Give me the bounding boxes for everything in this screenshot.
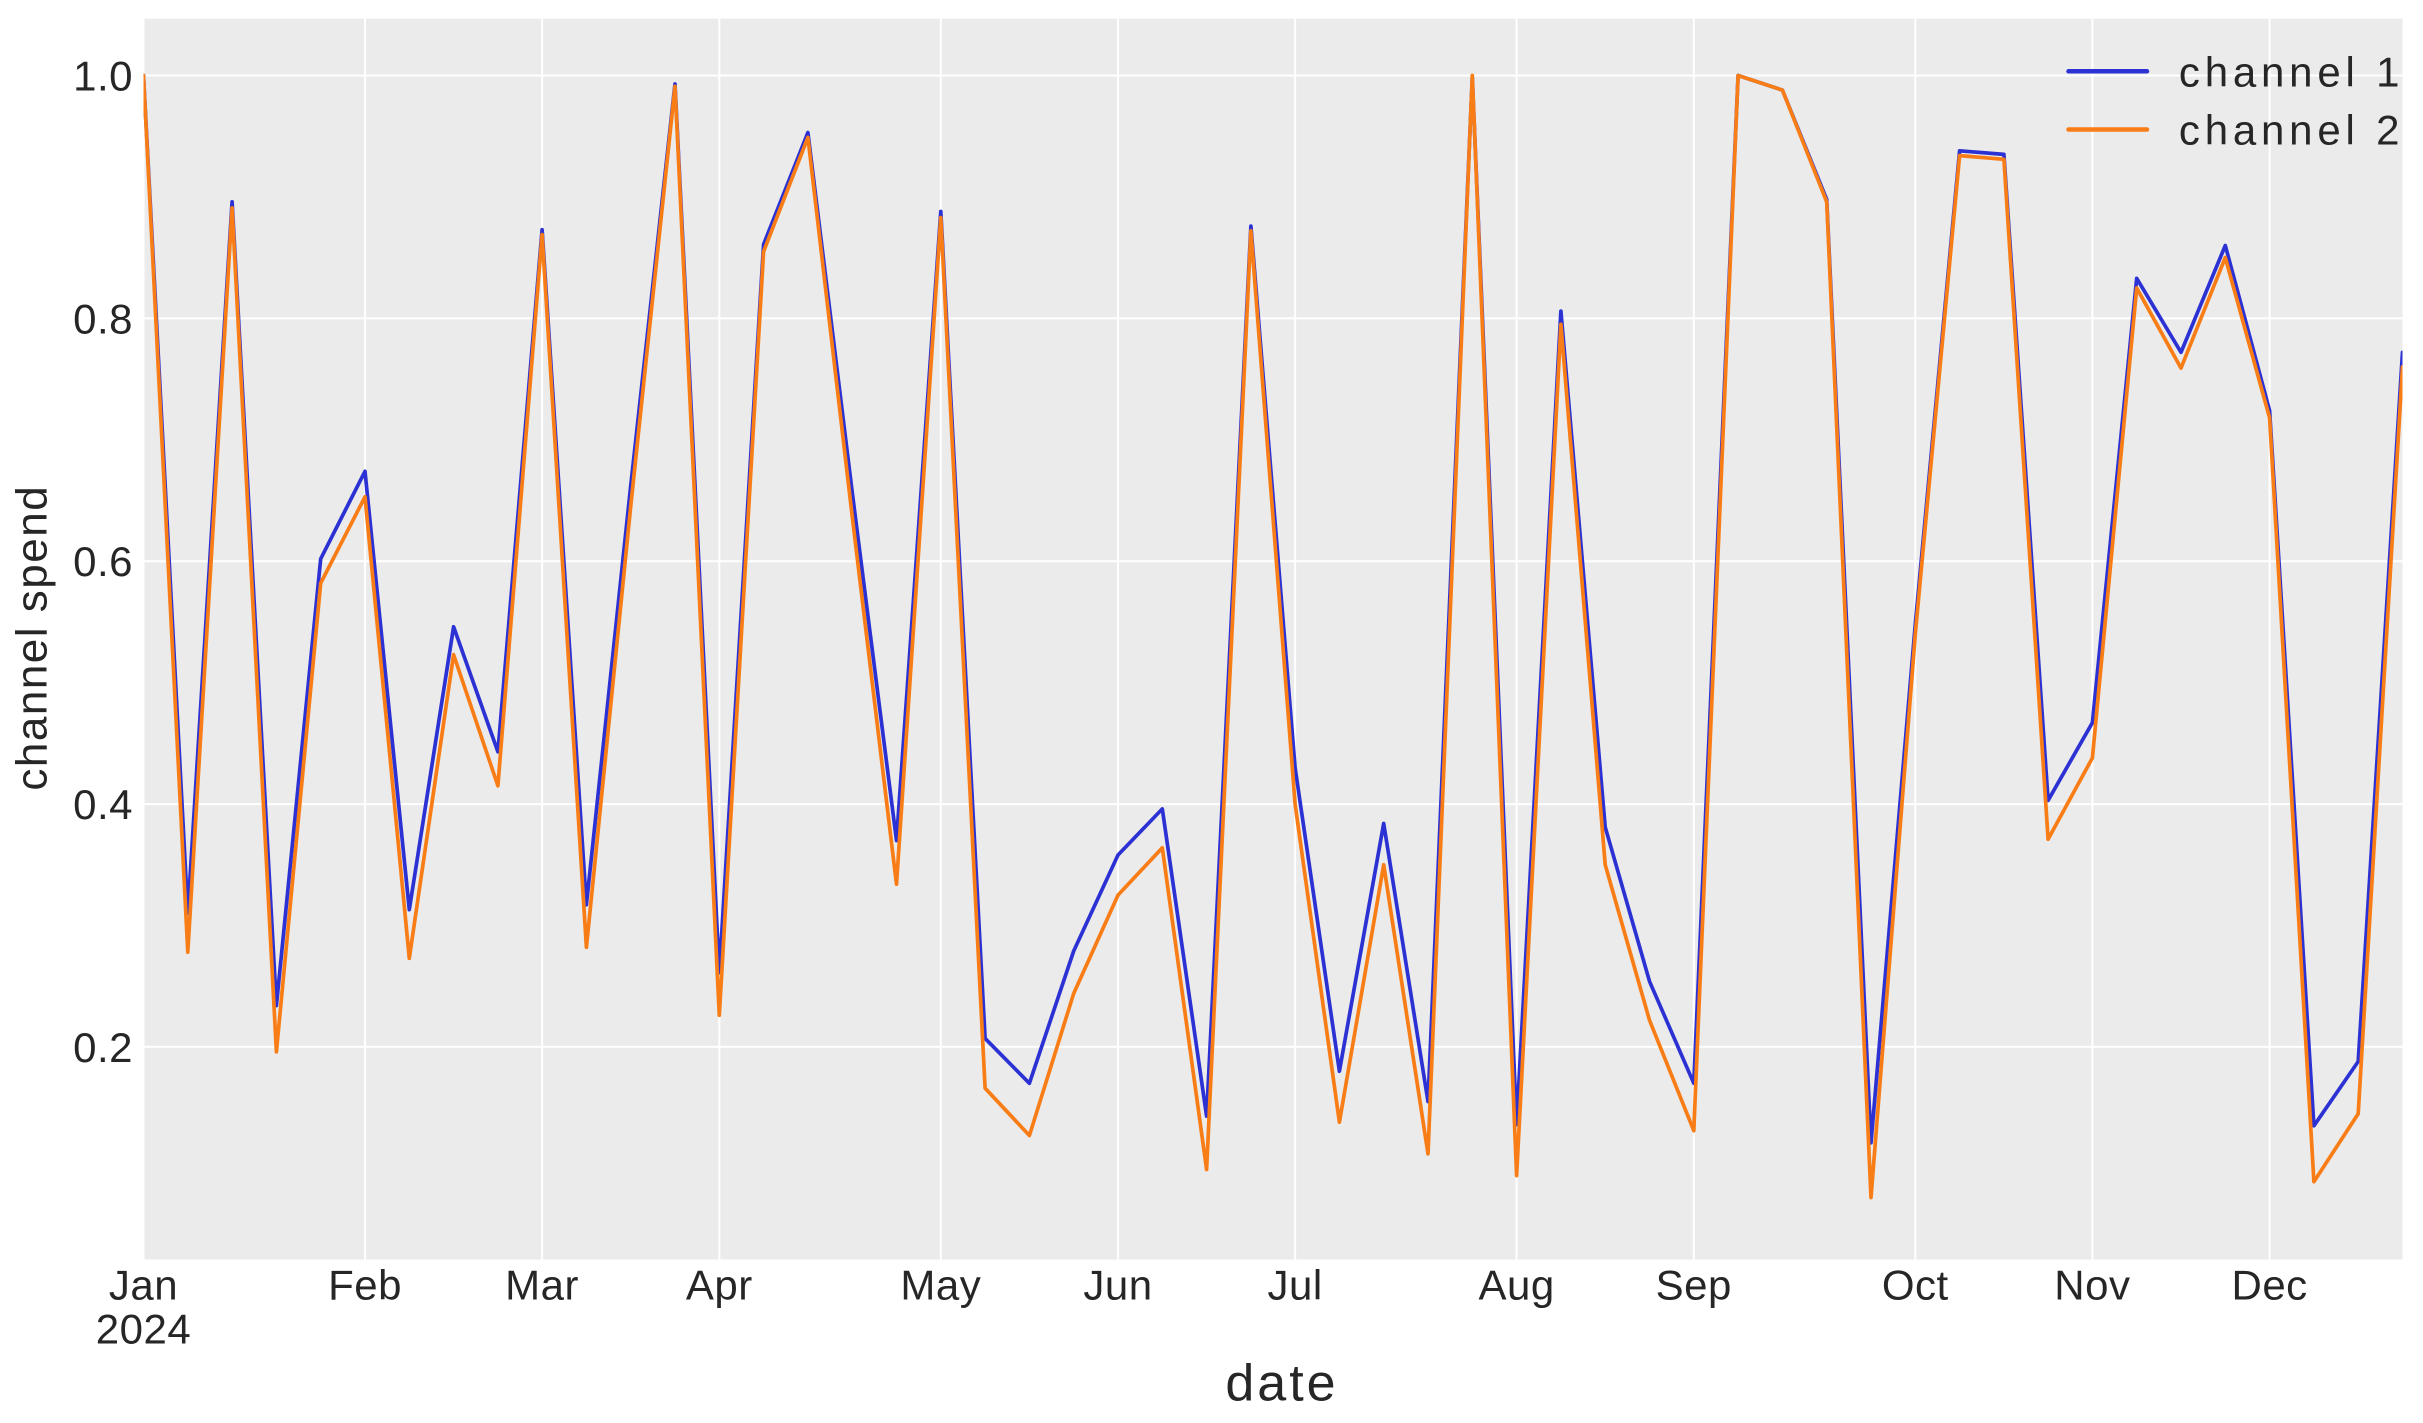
svg-text:Feb: Feb: [328, 1262, 402, 1309]
svg-text:0.8: 0.8: [73, 295, 133, 342]
svg-text:channel 1: channel 1: [2179, 49, 2404, 96]
svg-text:0.2: 0.2: [73, 1024, 133, 1071]
svg-text:0.4: 0.4: [73, 781, 133, 828]
svg-text:channel spend: channel spend: [8, 485, 57, 791]
svg-text:Apr: Apr: [686, 1262, 753, 1309]
svg-text:Oct: Oct: [1882, 1262, 1949, 1309]
svg-text:Nov: Nov: [2054, 1262, 2130, 1309]
svg-text:Jan: Jan: [109, 1262, 178, 1309]
svg-text:Dec: Dec: [2231, 1262, 2307, 1309]
svg-text:2024: 2024: [96, 1305, 191, 1352]
svg-text:date: date: [1225, 1355, 1338, 1413]
svg-text:channel 2: channel 2: [2179, 107, 2404, 154]
svg-text:Sep: Sep: [1656, 1262, 1732, 1309]
svg-text:Jun: Jun: [1083, 1262, 1152, 1309]
svg-text:May: May: [900, 1262, 981, 1309]
svg-text:1.0: 1.0: [73, 53, 133, 100]
svg-text:Mar: Mar: [505, 1262, 579, 1309]
svg-text:0.6: 0.6: [73, 538, 133, 585]
svg-text:Jul: Jul: [1267, 1262, 1322, 1309]
svg-text:Aug: Aug: [1478, 1262, 1554, 1309]
